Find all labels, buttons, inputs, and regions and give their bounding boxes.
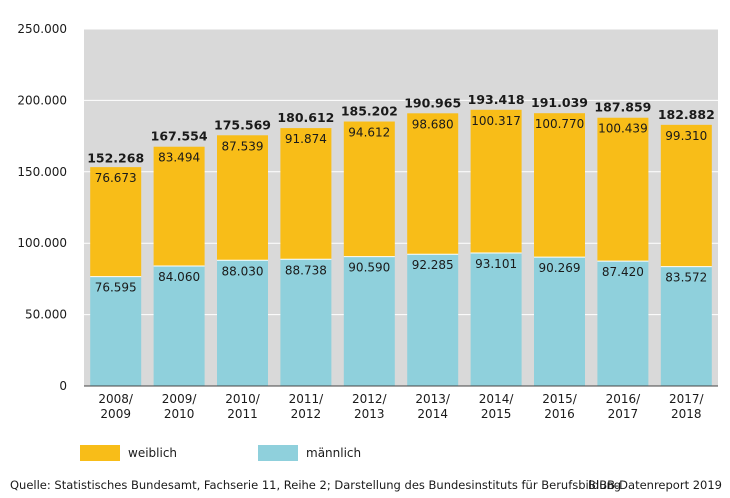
data-label-maennlich: 90.590 (348, 261, 390, 275)
data-label-weiblich: 100.317 (471, 114, 521, 128)
x-tick-label: 2008/ (98, 392, 134, 406)
bar-segment-weiblich (470, 109, 522, 254)
x-tick-label: 2012/ (352, 392, 388, 406)
x-tick-label: 2014/ (479, 392, 515, 406)
data-label-maennlich: 87.420 (602, 265, 644, 279)
bar-segment-weiblich (217, 135, 268, 261)
bar-segment-weiblich (407, 113, 459, 255)
y-tick-label: 50.000 (25, 308, 67, 322)
x-tick-label: 2009/ (162, 392, 198, 406)
data-label-weiblich: 91.874 (285, 132, 327, 146)
total-label: 175.569 (214, 117, 271, 132)
x-tick-label: 2018 (671, 407, 702, 421)
bar-segment-maennlich (217, 260, 268, 386)
bar-segment-maennlich (597, 261, 649, 386)
bar-segment-maennlich (660, 266, 712, 386)
legend-label-maennlich: männlich (306, 446, 362, 460)
x-tick-label: 2011/ (289, 392, 325, 406)
y-tick-label: 250.000 (17, 22, 67, 36)
total-label: 185.202 (341, 104, 398, 119)
total-label: 167.554 (151, 129, 208, 144)
x-tick-label: 2014 (417, 407, 448, 421)
bar-segment-maennlich (153, 265, 205, 386)
data-label-maennlich: 88.030 (222, 264, 264, 278)
data-label-maennlich: 83.572 (665, 271, 707, 285)
x-tick-label: 2017 (608, 407, 639, 421)
x-tick-label: 2016 (544, 407, 575, 421)
total-label: 193.418 (468, 92, 525, 107)
data-label-maennlich: 84.060 (158, 270, 200, 284)
data-label-weiblich: 98.680 (412, 117, 454, 131)
legend-item-maennlich: männlich (258, 445, 361, 461)
y-tick-label: 0 (59, 379, 67, 393)
data-label-weiblich: 76.673 (95, 171, 137, 185)
data-label-maennlich: 90.269 (539, 261, 581, 275)
data-label-maennlich: 88.738 (285, 263, 327, 277)
bar-segment-weiblich (153, 146, 205, 266)
legend-swatch-maennlich (258, 445, 298, 461)
bar-segment-maennlich (90, 276, 142, 386)
source-note: Quelle: Statistisches Bundesamt, Fachser… (10, 478, 622, 492)
data-label-weiblich: 100.439 (598, 122, 648, 136)
x-tick-label: 2010/ (225, 392, 261, 406)
bar-segment-maennlich (407, 254, 459, 386)
x-tick-label: 2012 (291, 407, 322, 421)
bar-segment-maennlich (534, 257, 585, 386)
data-label-maennlich: 93.101 (475, 257, 517, 271)
bar-segment-maennlich (343, 256, 395, 386)
data-label-weiblich: 83.494 (158, 151, 200, 165)
data-label-weiblich: 99.310 (665, 129, 707, 143)
legend-label-weiblich: weiblich (128, 446, 178, 460)
bar-segment-weiblich (343, 121, 395, 257)
total-label: 182.882 (658, 107, 715, 122)
stacked-bar-chart: 0 50.000 100.000 150.000 200.000 250.000 76.59… (17, 22, 718, 421)
x-tick-label: 2013/ (415, 392, 451, 406)
legend-item-weiblich: weiblich (80, 445, 177, 461)
data-label-weiblich: 87.539 (222, 139, 264, 153)
x-tick-label: 2013 (354, 407, 385, 421)
total-label: 191.039 (531, 95, 588, 110)
x-tick-label: 2009 (100, 407, 131, 421)
bar-segment-maennlich (280, 259, 332, 386)
y-tick-label: 150.000 (17, 165, 67, 179)
x-tick-label: 2015 (481, 407, 512, 421)
total-label: 190.965 (404, 95, 461, 110)
total-label: 187.859 (594, 100, 651, 115)
data-label-maennlich: 76.595 (95, 281, 137, 295)
bar-segment-weiblich (597, 117, 649, 262)
total-label: 180.612 (277, 110, 334, 125)
x-tick-label: 2011 (227, 407, 258, 421)
x-tick-label: 2015/ (542, 392, 578, 406)
bar-segment-weiblich (90, 167, 142, 277)
data-label-weiblich: 94.612 (348, 126, 390, 140)
bar-segment-weiblich (280, 128, 332, 260)
y-tick-label: 200.000 (17, 93, 67, 107)
total-label: 152.268 (87, 151, 144, 166)
bar-segment-weiblich (660, 124, 712, 267)
x-tick-label: 2016/ (606, 392, 642, 406)
report-credit: BIBB-Datenreport 2019 (587, 478, 722, 492)
legend-swatch-weiblich (80, 445, 120, 461)
data-label-weiblich: 100.770 (535, 117, 585, 131)
x-tick-label: 2010 (164, 407, 195, 421)
data-label-maennlich: 92.285 (412, 258, 454, 272)
x-tick-label: 2017/ (669, 392, 705, 406)
y-tick-label: 100.000 (17, 236, 67, 250)
bar-segment-maennlich (470, 253, 522, 386)
bar-segment-weiblich (534, 113, 585, 258)
